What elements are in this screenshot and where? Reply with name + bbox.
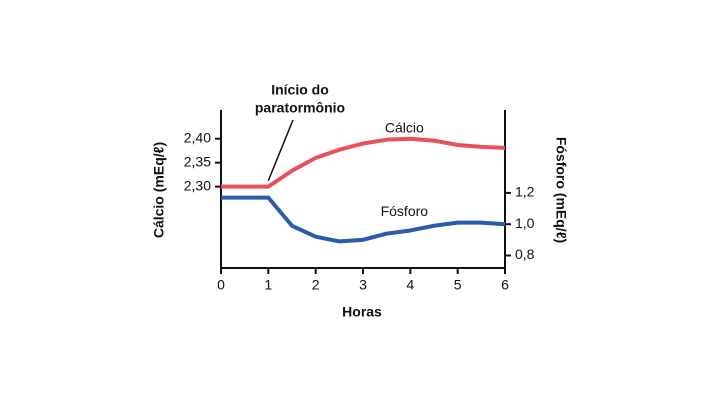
series-label: Cálcio [385,119,424,135]
annotation-pointer [267,119,294,181]
x-tick-label: 5 [454,277,462,293]
y-tick-label: 2,35 [184,153,211,169]
y-tick-label: 2,30 [184,177,211,193]
series-line [221,136,506,189]
x-axis-label: Horas [342,304,382,320]
x-tick-label: 3 [359,277,367,293]
x-tick-label: 4 [406,277,414,293]
x-tick-label: 0 [217,277,225,293]
series-line [221,195,506,244]
y-axis-label: Cálcio (mEq/ℓ) [151,142,167,238]
annotation: Início do [271,82,329,98]
series-label: Fósforo [381,203,429,219]
y2-tick-label: 0,8 [515,246,535,262]
x-tick-label: 6 [501,277,509,293]
y2-tick-label: 1,0 [515,215,535,231]
annotation: paratormônio [255,100,345,116]
x-tick-label: 2 [312,277,320,293]
y2-axis-label: Fósforo (mEq/ℓ) [553,137,569,243]
y-tick-label: 2,40 [184,129,211,145]
x-tick-label: 1 [264,277,272,293]
y2-tick-label: 1,2 [515,184,535,200]
